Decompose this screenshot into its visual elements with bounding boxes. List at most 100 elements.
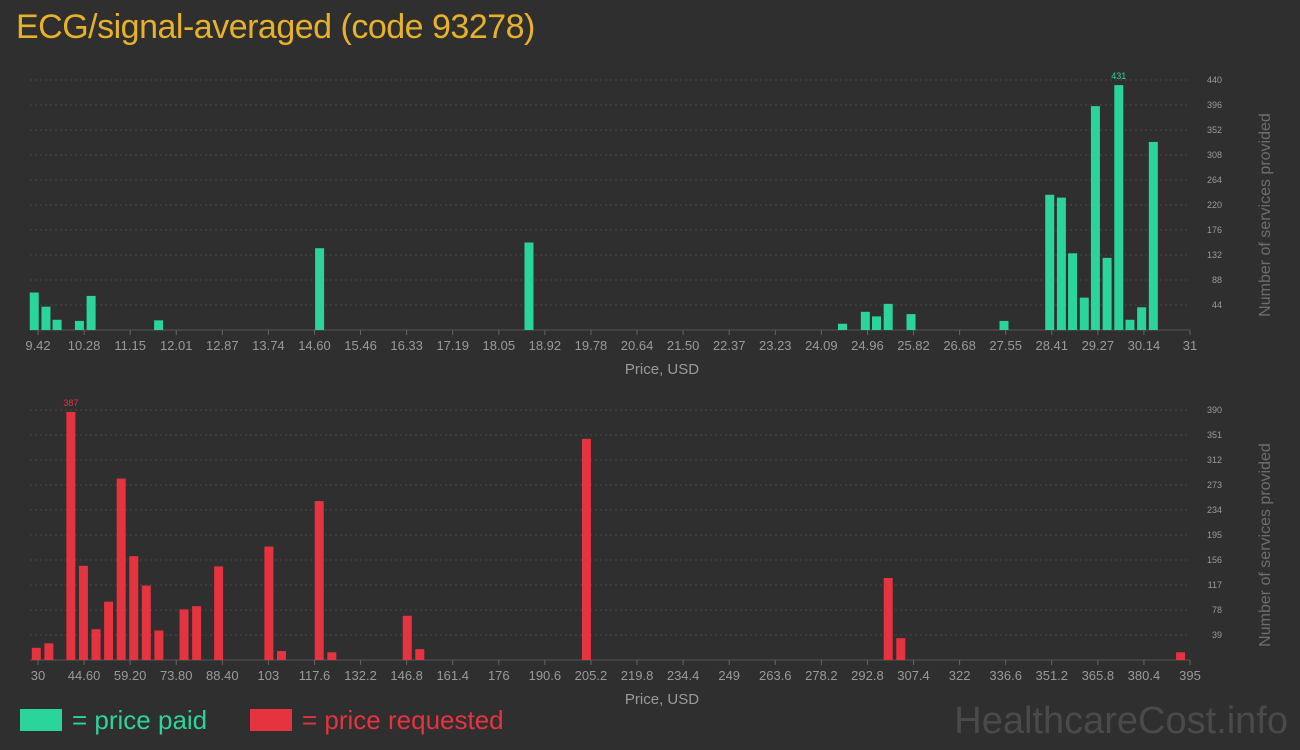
paid-bar — [1090, 106, 1100, 331]
x-tick-label: 18.05 — [483, 338, 516, 353]
x-tick-label: 73.80 — [160, 668, 193, 683]
requested-bar — [264, 546, 274, 660]
y-tick-label: 132 — [1207, 250, 1222, 260]
x-tick-label: 88.40 — [206, 668, 239, 683]
requested-bar — [78, 565, 88, 660]
x-tick-label: 31 — [1183, 338, 1197, 353]
watermark: HealthcareCost.info — [954, 700, 1288, 742]
paid-bar — [52, 319, 62, 330]
paid-bar — [860, 311, 870, 330]
x-tick-label: 234.4 — [667, 668, 700, 683]
max-value-label: 431 — [1111, 71, 1126, 81]
x-tick-label: 21.50 — [667, 338, 700, 353]
paid-bar — [29, 292, 39, 330]
x-tick-label: 24.09 — [805, 338, 838, 353]
requested-bar — [896, 638, 906, 660]
paid-bar — [1068, 253, 1078, 330]
x-axis-label: Price, USD — [625, 691, 699, 708]
y-tick-label: 220 — [1207, 200, 1222, 210]
requested-bar — [91, 629, 101, 660]
x-tick-label: 351.2 — [1035, 668, 1068, 683]
requested-bar — [66, 411, 76, 660]
paid-bar — [1114, 85, 1124, 330]
requested-bar — [402, 615, 412, 660]
requested-bar — [104, 601, 114, 660]
x-tick-label: 395 — [1179, 668, 1201, 683]
paid-bar — [1148, 141, 1158, 330]
y-tick-label: 264 — [1207, 175, 1222, 185]
paid-bar — [41, 306, 51, 330]
legend-paid-swatch — [20, 709, 62, 731]
x-axis-label: Price, USD — [625, 361, 699, 378]
requested-bar — [327, 652, 337, 660]
x-tick-label: 23.23 — [759, 338, 792, 353]
y-tick-label: 78 — [1212, 605, 1222, 615]
y-tick-label: 44 — [1212, 300, 1222, 310]
x-tick-label: 336.6 — [989, 668, 1022, 683]
x-tick-label: 17.19 — [436, 338, 469, 353]
x-tick-label: 11.15 — [114, 338, 146, 353]
y-tick-label: 176 — [1207, 225, 1222, 235]
requested-bar — [1176, 652, 1186, 660]
requested-bar — [179, 609, 189, 660]
x-tick-label: 205.2 — [575, 668, 608, 683]
paid-bar — [1125, 319, 1135, 330]
y-tick-label: 156 — [1207, 555, 1222, 565]
x-tick-label: 59.20 — [114, 668, 147, 683]
x-tick-label: 30.14 — [1128, 338, 1161, 353]
legend-requested-swatch — [250, 709, 292, 731]
x-tick-label: 249 — [718, 668, 740, 683]
x-tick-label: 161.4 — [436, 668, 469, 683]
x-tick-label: 14.60 — [298, 338, 331, 353]
paid-bar — [1079, 297, 1089, 330]
requested-bar — [276, 651, 286, 660]
x-tick-label: 380.4 — [1128, 668, 1161, 683]
x-tick-label: 365.8 — [1082, 668, 1115, 683]
y-tick-label: 351 — [1207, 430, 1222, 440]
paid-bar — [1056, 197, 1066, 330]
x-tick-label: 117.6 — [299, 668, 331, 683]
x-tick-label: 19.78 — [575, 338, 608, 353]
x-tick-label: 10.28 — [68, 338, 101, 353]
x-tick-label: 307.4 — [897, 668, 930, 683]
paid-bar — [74, 320, 84, 330]
x-tick-label: 26.68 — [943, 338, 976, 353]
paid-bar — [1045, 194, 1055, 330]
requested-bar — [154, 630, 164, 660]
legend-price-paid: = price paid — [20, 704, 208, 735]
max-value-label: 387 — [63, 398, 78, 408]
paid-bar — [1137, 307, 1147, 330]
paid-bar — [871, 316, 881, 330]
x-tick-label: 18.92 — [529, 338, 562, 353]
y-tick-label: 88 — [1212, 275, 1222, 285]
paid-bar — [1102, 257, 1112, 330]
x-tick-label: 292.8 — [851, 668, 884, 683]
requested-bar — [141, 585, 151, 660]
x-tick-label: 20.64 — [621, 338, 654, 353]
requested-bar — [44, 643, 54, 660]
x-tick-label: 29.27 — [1082, 338, 1115, 353]
y-tick-label: 234 — [1207, 505, 1222, 515]
y-tick-label: 312 — [1207, 455, 1222, 465]
x-tick-label: 190.6 — [529, 668, 562, 683]
x-tick-label: 9.42 — [25, 338, 50, 353]
y-tick-label: 195 — [1207, 530, 1222, 540]
x-tick-label: 219.8 — [621, 668, 654, 683]
x-tick-label: 12.87 — [206, 338, 239, 353]
paid-bar — [86, 295, 96, 330]
legend-paid-label: = price paid — [72, 704, 208, 735]
x-tick-label: 27.55 — [989, 338, 1022, 353]
x-tick-label: 25.82 — [897, 338, 930, 353]
y-tick-label: 390 — [1207, 405, 1222, 415]
x-tick-label: 15.46 — [344, 338, 377, 353]
requested-bar — [214, 566, 224, 660]
x-tick-label: 24.96 — [851, 338, 884, 353]
page-title: ECG/signal-averaged (code 93278) — [16, 8, 535, 46]
x-tick-label: 278.2 — [805, 668, 838, 683]
x-tick-label: 22.37 — [713, 338, 746, 353]
paid-bar — [315, 248, 325, 330]
requested-bar — [314, 501, 324, 660]
paid-bar — [906, 314, 916, 330]
y-tick-label: 273 — [1207, 480, 1222, 490]
